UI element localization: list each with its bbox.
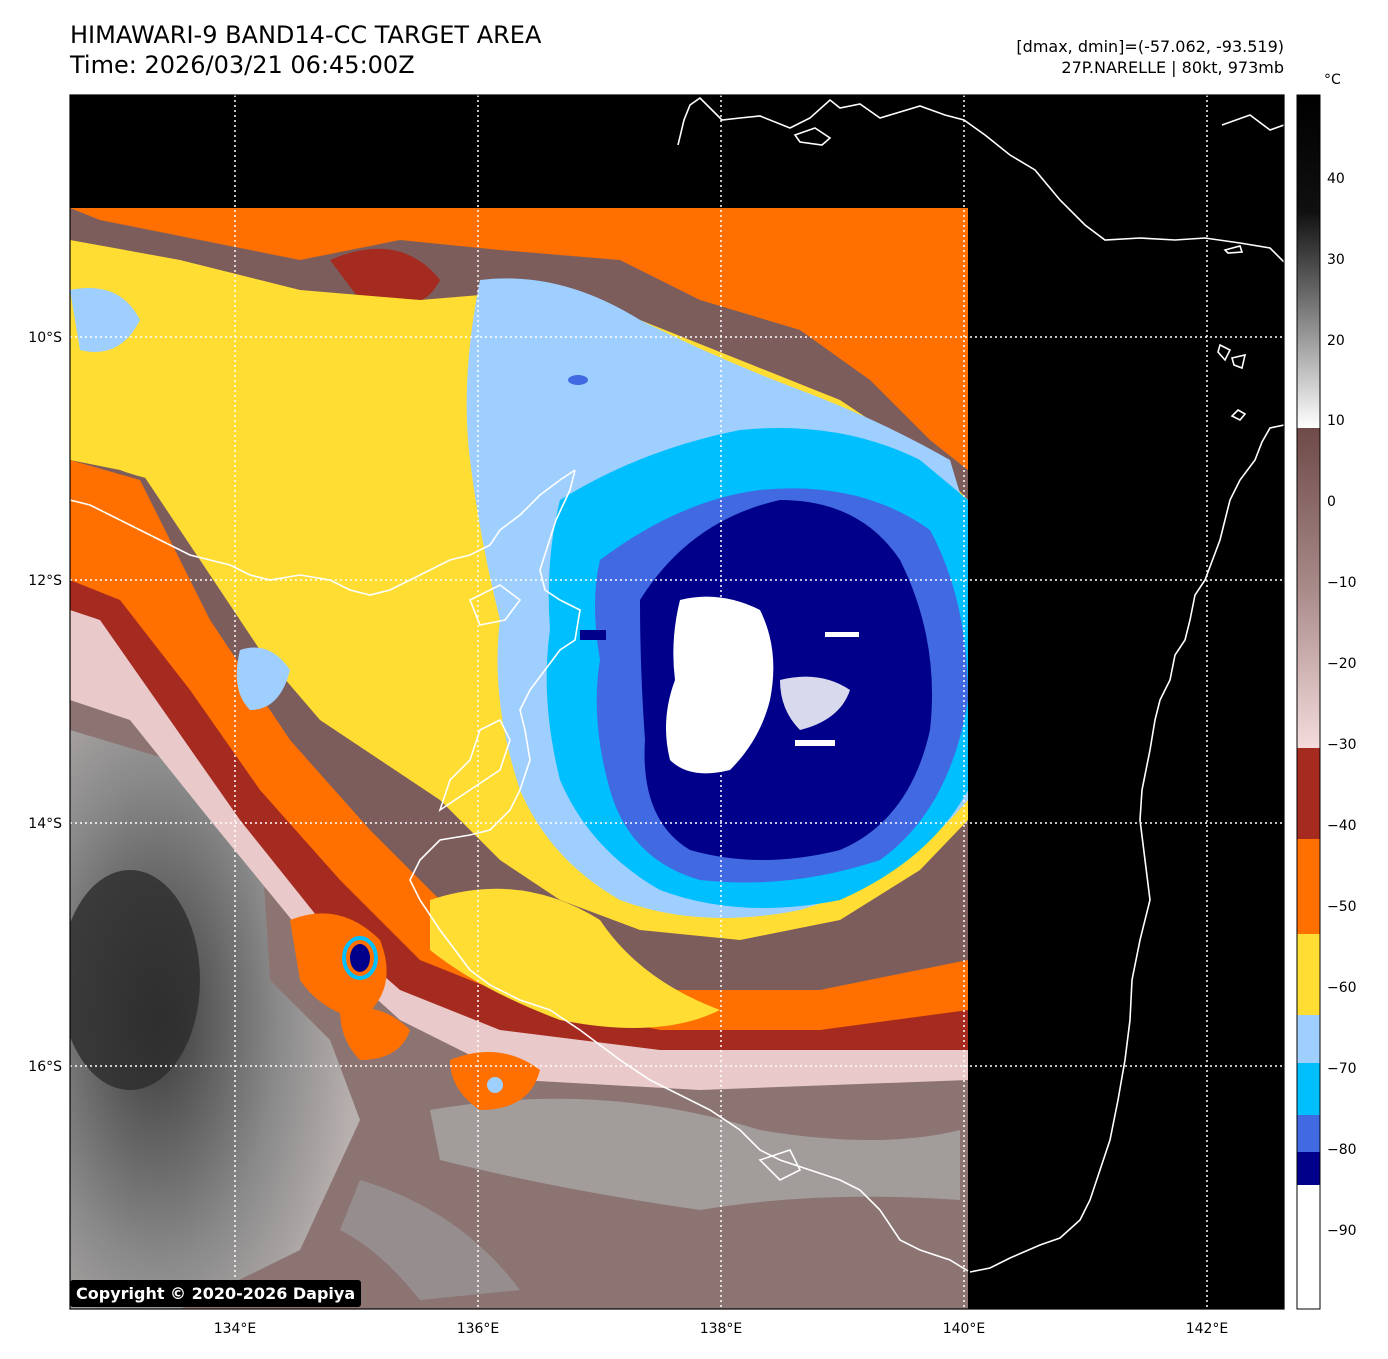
info-block: [dmax, dmin]=(-57.062, -93.519) 27P.NARE… [1016, 36, 1284, 78]
lon-label-138e: 138°E [700, 1321, 743, 1337]
lon-label-134e: 134°E [214, 1321, 257, 1337]
colorbar-warm-segment [1297, 95, 1320, 428]
figure-title: HIMAWARI-9 BAND14-CC TARGET AREA [70, 21, 542, 49]
colorbar-frame [1296, 94, 1321, 1310]
colorbar-tick-minus90: −90 [1327, 1223, 1357, 1239]
colorbar-royalblue-segment [1297, 1115, 1320, 1152]
lat-label-16s: 16°S [28, 1059, 62, 1075]
colorbar: °C 40 30 20 10 0 −10 −20 −30 −40 −50 −60… [1296, 72, 1357, 1310]
colorbar-tick-10: 10 [1327, 413, 1345, 429]
colorbar-tick-minus60: −60 [1327, 980, 1357, 996]
colorbar-tick-minus20: −20 [1327, 656, 1357, 672]
colorbar-tick-minus30: −30 [1327, 737, 1357, 753]
colorbar-darkred-segment [1297, 748, 1320, 839]
lat-label-14s: 14°S [28, 816, 62, 832]
title-block: HIMAWARI-9 BAND14-CC TARGET AREA Time: 2… [70, 20, 541, 80]
colorbar-tick-minus10: −10 [1327, 575, 1357, 591]
figure-time: Time: 2026/03/21 06:45:00Z [70, 51, 415, 79]
colorbar-tick-20: 20 [1327, 333, 1345, 349]
colorbar-tick-0: 0 [1327, 494, 1336, 510]
data-range-label: [dmax, dmin]=(-57.062, -93.519) [1016, 37, 1284, 56]
colorbar-tick-40: 40 [1327, 171, 1345, 187]
colorbar-navy-segment [1297, 1152, 1320, 1185]
graticule [70, 95, 1284, 1309]
colorbar-yellow-segment [1297, 934, 1320, 1015]
colorbar-skyblue-segment [1297, 1063, 1320, 1115]
colorbar-tick-minus80: −80 [1327, 1142, 1357, 1158]
colorbar-unit: °C [1324, 72, 1341, 88]
colorbar-white-segment [1297, 1185, 1320, 1309]
storm-info-label: 27P.NARELLE | 80kt, 973mb [1061, 58, 1284, 77]
colorbar-lightblue-segment [1297, 1015, 1320, 1063]
colorbar-tick-minus50: −50 [1327, 899, 1357, 915]
coastlines [70, 96, 1284, 1273]
lat-label-10s: 10°S [28, 330, 62, 346]
colorbar-orange-segment [1297, 839, 1320, 934]
colorbar-tick-minus70: −70 [1327, 1061, 1357, 1077]
cloud-top-field [70, 208, 968, 1309]
lon-label-142e: 142°E [1186, 1321, 1229, 1337]
lat-label-12s: 12°S [28, 573, 62, 589]
lon-label-140e: 140°E [943, 1321, 986, 1337]
map-frame [69, 94, 1285, 1310]
colorbar-brown-segment [1297, 428, 1320, 748]
lon-label-136e: 136°E [457, 1321, 500, 1337]
colorbar-tick-30: 30 [1327, 252, 1345, 268]
copyright-badge: Copyright © 2020-2026 Dapiya [70, 1280, 362, 1307]
colorbar-tick-minus40: −40 [1327, 818, 1357, 834]
